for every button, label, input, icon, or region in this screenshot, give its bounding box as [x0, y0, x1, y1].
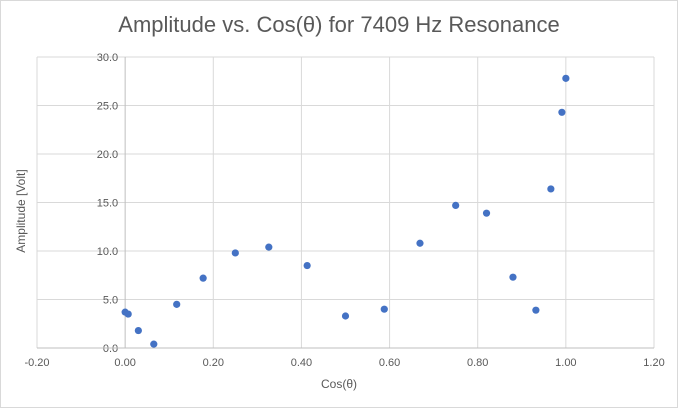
- data-point: [150, 340, 158, 348]
- y-tick-label: 30.0: [97, 52, 118, 64]
- x-tick-label: 0.20: [203, 357, 224, 369]
- data-point: [303, 261, 311, 270]
- y-tick-label: 0.0: [103, 343, 118, 355]
- chart-title: Amplitude vs. Cos(θ) for 7409 Hz Resonan…: [118, 12, 560, 37]
- data-point: [558, 108, 566, 116]
- data-point: [416, 239, 424, 247]
- data-point: [124, 310, 132, 318]
- data-point: [199, 274, 207, 282]
- data-point: [482, 209, 491, 217]
- y-tick-label: 5.0: [103, 295, 118, 307]
- data-point: [134, 326, 142, 335]
- y-tick-label: 20.0: [97, 149, 118, 161]
- data-point: [231, 249, 239, 257]
- x-tick-label: 0.40: [291, 357, 312, 369]
- x-tick-label: 1.20: [643, 357, 664, 369]
- y-tick-label: 10.0: [97, 246, 118, 258]
- data-point: [547, 185, 555, 193]
- data-point: [452, 201, 460, 210]
- data-point: [265, 243, 273, 251]
- data-point: [562, 74, 570, 82]
- x-tick-label: 0.80: [467, 357, 488, 369]
- data-point: [380, 305, 388, 313]
- data-point: [341, 312, 350, 320]
- y-tick-label: 25.0: [97, 101, 118, 113]
- x-tick-label: 1.00: [555, 357, 576, 369]
- data-point: [532, 306, 540, 314]
- y-tick-label: 15.0: [97, 198, 118, 210]
- data-point: [509, 273, 517, 281]
- x-tick-label: 0.00: [114, 357, 135, 369]
- x-axis-label: Cos(θ): [320, 377, 357, 391]
- x-tick-label: 0.60: [379, 357, 400, 369]
- data-point: [173, 300, 181, 308]
- x-tick-label: -0.20: [24, 357, 49, 369]
